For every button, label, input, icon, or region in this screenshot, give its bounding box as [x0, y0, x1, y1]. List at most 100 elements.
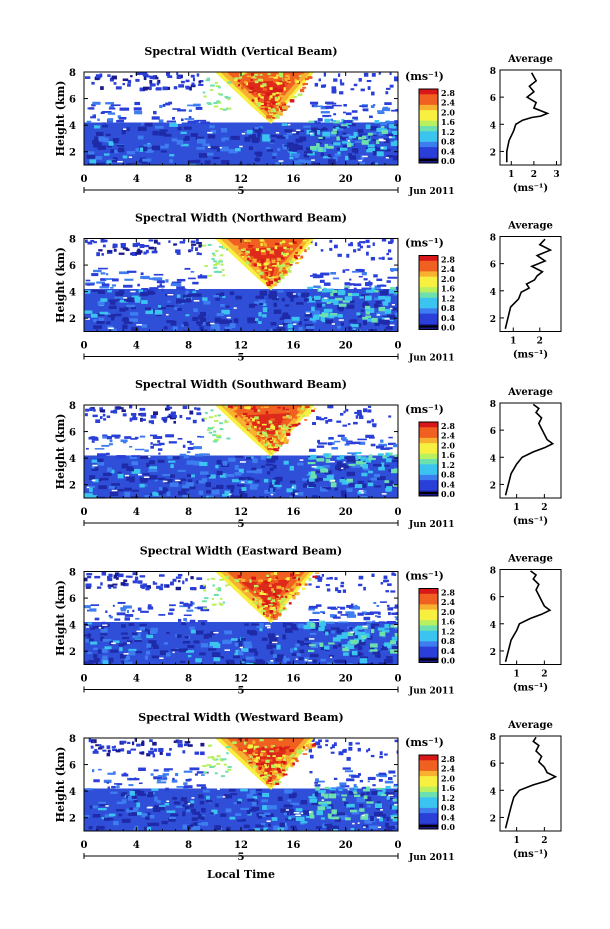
pixel [341, 635, 348, 639]
pixel [287, 427, 292, 430]
pixel [234, 465, 239, 470]
pixel [307, 462, 316, 465]
pixel [173, 86, 178, 90]
pixel [199, 800, 205, 805]
pixel [339, 412, 344, 416]
pixel [272, 437, 277, 440]
pixel [358, 631, 366, 636]
pixel [135, 78, 140, 82]
pixel [256, 262, 262, 267]
colorbar-step [419, 276, 438, 283]
pixel [177, 109, 187, 112]
pixel [270, 90, 275, 94]
pixel [311, 409, 315, 413]
pixel [264, 273, 267, 276]
pixel [373, 463, 382, 467]
pixel [242, 72, 248, 75]
gap [123, 653, 129, 655]
gap [85, 318, 90, 320]
pixel [355, 742, 360, 745]
pixel [322, 156, 330, 159]
pixel [326, 588, 331, 592]
pixel [336, 456, 341, 460]
pixel [395, 617, 398, 621]
gap [239, 461, 246, 463]
pixel [344, 770, 354, 773]
pixel [396, 750, 398, 754]
pixel [90, 239, 95, 242]
pixel [264, 600, 268, 604]
pixel [310, 474, 317, 479]
pixel [269, 773, 272, 778]
pixel [266, 149, 273, 152]
pixel [308, 583, 312, 586]
colorbar-tick-label: 0.8 [441, 137, 455, 147]
pixel [265, 147, 271, 150]
pixel [259, 290, 267, 296]
pixel [333, 78, 338, 82]
pixel [141, 300, 148, 304]
pixel [101, 283, 110, 287]
pixel [129, 312, 139, 316]
colorbar-tick-label: 0.8 [441, 470, 455, 480]
pixel [348, 791, 355, 795]
pixel [346, 604, 354, 608]
pixel [228, 405, 233, 408]
pixel [304, 583, 308, 586]
pixel [297, 414, 302, 416]
pixel [321, 297, 329, 303]
pixel [270, 650, 274, 655]
pixel [275, 657, 282, 662]
pixel [297, 93, 303, 97]
pixel [286, 414, 289, 418]
pixel [166, 752, 171, 757]
pixel [101, 444, 110, 447]
pixel [132, 572, 138, 576]
pixel [262, 274, 266, 277]
pixel [126, 127, 130, 132]
pixel [145, 812, 151, 816]
pixel [162, 418, 168, 422]
pixel [274, 444, 278, 447]
gap [270, 659, 274, 662]
pixel [92, 140, 101, 145]
pixel [257, 768, 260, 772]
colorbar-unit: (ms⁻¹) [405, 403, 444, 416]
pixel [217, 101, 222, 104]
pixel [270, 428, 273, 431]
pixel [266, 100, 270, 103]
pixel [355, 460, 363, 465]
pixel [204, 264, 208, 267]
x-tick-label: 0 [395, 174, 402, 185]
pixel [134, 777, 137, 780]
pixel [180, 131, 187, 134]
pixel [284, 77, 288, 81]
pixel [114, 618, 121, 621]
pixel [93, 408, 96, 412]
pixel [185, 79, 190, 83]
pixel [371, 418, 374, 423]
pixel [320, 805, 325, 810]
pixel [221, 758, 227, 761]
pixel [233, 245, 239, 249]
pixel [139, 477, 149, 481]
pixel [235, 414, 238, 418]
pixel [165, 279, 169, 283]
pixel [273, 76, 278, 79]
pixel [179, 601, 184, 605]
pixel [371, 790, 378, 795]
pixel [253, 767, 256, 771]
pixel [171, 138, 178, 142]
pixel [371, 91, 375, 96]
pixel [84, 413, 88, 417]
pixel [93, 647, 98, 650]
pixel [264, 266, 268, 270]
pixel [348, 135, 357, 139]
pixel [375, 654, 380, 658]
pixel [193, 103, 201, 107]
pixel [382, 256, 385, 260]
pixel [326, 577, 330, 580]
pixel [150, 644, 159, 647]
pixel [109, 486, 115, 489]
pixel [131, 741, 135, 746]
